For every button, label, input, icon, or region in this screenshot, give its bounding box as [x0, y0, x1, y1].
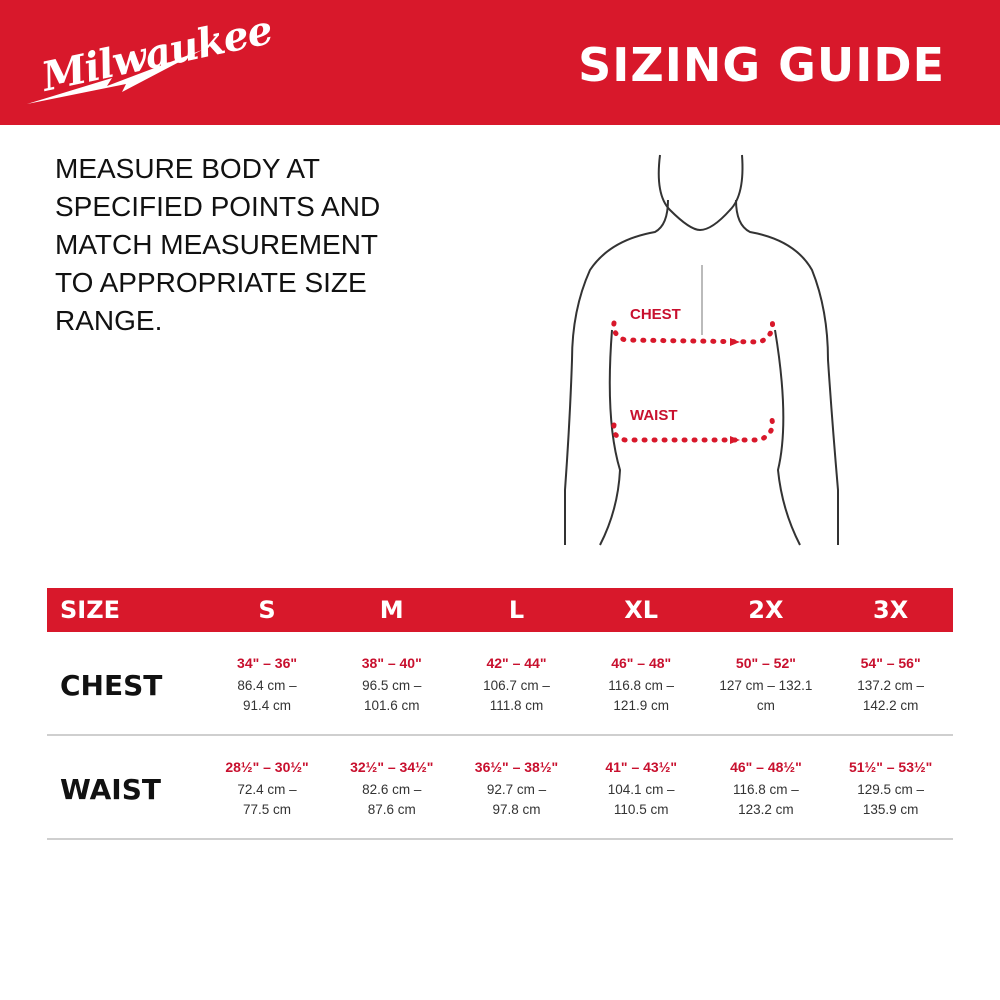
inches-value: 54" – 56" — [860, 654, 921, 671]
inches-value: 38" – 40" — [361, 654, 422, 671]
cm-value: 116.8 cm – 121.9 cm — [608, 677, 675, 713]
cm-value: 129.5 cm – 135.9 cm — [857, 781, 925, 817]
page-title: SIZING GUIDE — [578, 38, 945, 92]
table-cell: 42" – 44" 106.7 cm – 111.8 cm — [454, 655, 579, 716]
size-header: SIZE — [60, 596, 121, 624]
inches-value: 36½" – 38½" — [474, 758, 559, 775]
table-cell: 50" – 52" 127 cm – 132.1 cm — [704, 655, 829, 716]
size-m-header: M — [379, 596, 404, 624]
row-label: CHEST — [60, 668, 163, 702]
inches-value: 28½" – 30½" — [225, 758, 309, 775]
table-cell: 46" – 48½" 116.8 cm – 123.2 cm — [704, 759, 829, 820]
header-banner: Milwaukee SIZING GUIDE — [0, 0, 1000, 125]
cm-value: 92.7 cm – 97.8 cm — [486, 781, 547, 817]
size-2x-header: 2X — [748, 596, 784, 624]
chest-label: CHEST — [630, 306, 681, 323]
table-cell: 32½" – 34½" 82.6 cm – 87.6 cm — [329, 759, 454, 820]
cm-value: 104.1 cm – 110.5 cm — [607, 781, 675, 817]
table-header: SIZE S M L XL 2X 3X — [47, 588, 953, 632]
lightning-bolt-icon — [27, 50, 202, 104]
table-cell: 51½" – 53½" 129.5 cm – 135.9 cm — [828, 759, 953, 820]
row-label: WAIST — [60, 772, 161, 806]
milwaukee-logo: Milwaukee — [22, 6, 276, 110]
table-cell: 34" – 36" 86.4 cm – 91.4 cm — [205, 655, 330, 716]
table-cell: 28½" – 30½" 72.4 cm – 77.5 cm — [205, 759, 330, 820]
waist-label: WAIST — [630, 407, 678, 424]
cm-value: 82.6 cm – 87.6 cm — [362, 781, 422, 817]
table-row-waist: WAIST 28½" – 30½" 72.4 cm – 77.5 cm 32½" … — [47, 740, 953, 840]
cm-value: 137.2 cm – 142.2 cm — [857, 677, 925, 713]
inches-value: 46" – 48½" — [730, 758, 802, 775]
table-cell: 46" – 48" 116.8 cm – 121.9 cm — [579, 655, 704, 716]
table-cell: 41" – 43½" 104.1 cm – 110.5 cm — [579, 759, 704, 820]
table-cell: 54" – 56" 137.2 cm – 142.2 cm — [828, 655, 953, 716]
instructions-text: MEASURE BODY AT SPECIFIED POINTS AND MAT… — [55, 153, 381, 336]
table-row-chest: CHEST 34" – 36" 86.4 cm – 91.4 cm 38" – 4… — [47, 636, 953, 736]
size-l-header: L — [508, 596, 525, 624]
cm-value: 116.8 cm – 123.2 cm — [733, 781, 799, 817]
inches-value: 46" – 48" — [611, 654, 672, 671]
inches-value: 34" – 36" — [237, 654, 298, 671]
cm-value: 72.4 cm – 77.5 cm — [237, 781, 297, 817]
size-s-header: S — [258, 596, 276, 624]
inches-value: 51½" – 53½" — [848, 758, 933, 775]
body-diagram: CHEST WAIST — [555, 150, 845, 550]
cm-value: 86.4 cm – 91.4 cm — [237, 677, 297, 713]
size-3x-header: 3X — [873, 596, 909, 624]
cm-value: 127 cm – 132.1 cm — [719, 677, 813, 713]
inches-value: 41" – 43½" — [605, 758, 678, 775]
inches-value: 32½" – 34½" — [350, 758, 434, 775]
cm-value: 96.5 cm – 101.6 cm — [362, 677, 422, 713]
table-cell: 38" – 40" 96.5 cm – 101.6 cm — [329, 655, 454, 716]
inches-value: 42" – 44" — [486, 654, 547, 671]
size-xl-header: XL — [624, 596, 659, 624]
inches-value: 50" – 52" — [735, 654, 796, 671]
table-cell: 36½" – 38½" 92.7 cm – 97.8 cm — [454, 759, 579, 820]
cm-value: 106.7 cm – 111.8 cm — [483, 677, 550, 713]
